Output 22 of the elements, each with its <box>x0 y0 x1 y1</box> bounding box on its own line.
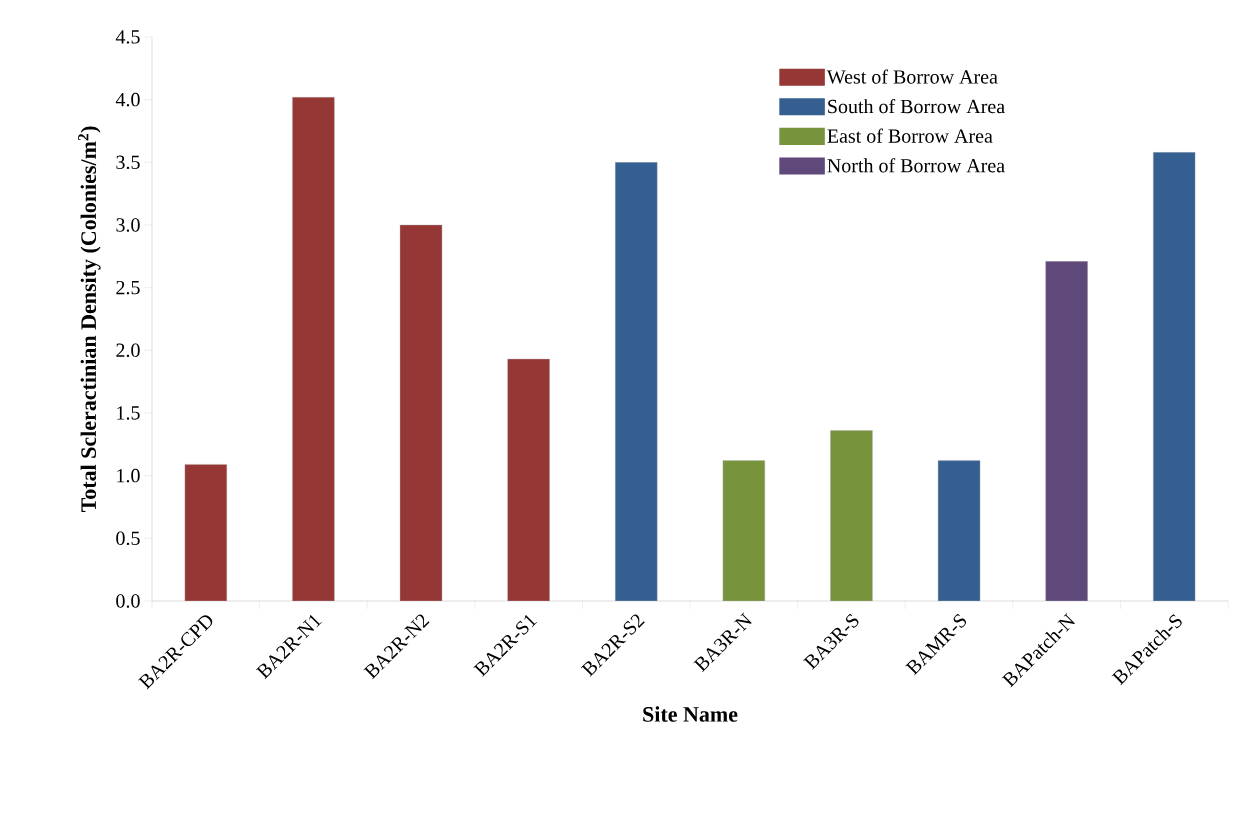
y-tick-label: 3.5 <box>116 155 140 170</box>
y-tick-label: 1.0 <box>117 468 140 483</box>
text: Total Scleractinian Density (Colonies/m$^{2}$) <box>78 126 101 513</box>
y-tick-label: 0.0 <box>116 594 140 608</box>
bar <box>722 460 766 601</box>
y-tick-label: 0.5 <box>116 531 140 546</box>
y-tick-label: 3.0 <box>116 218 140 232</box>
y-tick-label: 2.5 <box>116 280 140 295</box>
legend-label: North of Borrow Area <box>827 158 1005 173</box>
legend-label: East of Borrow Area <box>827 128 993 143</box>
y-tick-label: 2.0 <box>116 343 140 358</box>
bar <box>184 464 228 601</box>
legend-label: West of Borrow Area <box>826 69 998 84</box>
bar <box>507 358 550 601</box>
legend-label: South of Borrow Area <box>828 98 1005 114</box>
y-tick-label: 4.5 <box>115 30 140 44</box>
y-tick-label: 1.5 <box>117 406 140 420</box>
x-axis-title: Site Name <box>643 706 738 722</box>
y-tick-label: 4.0 <box>115 92 140 107</box>
bar <box>292 96 335 601</box>
bar <box>830 430 873 601</box>
bar <box>399 224 443 601</box>
